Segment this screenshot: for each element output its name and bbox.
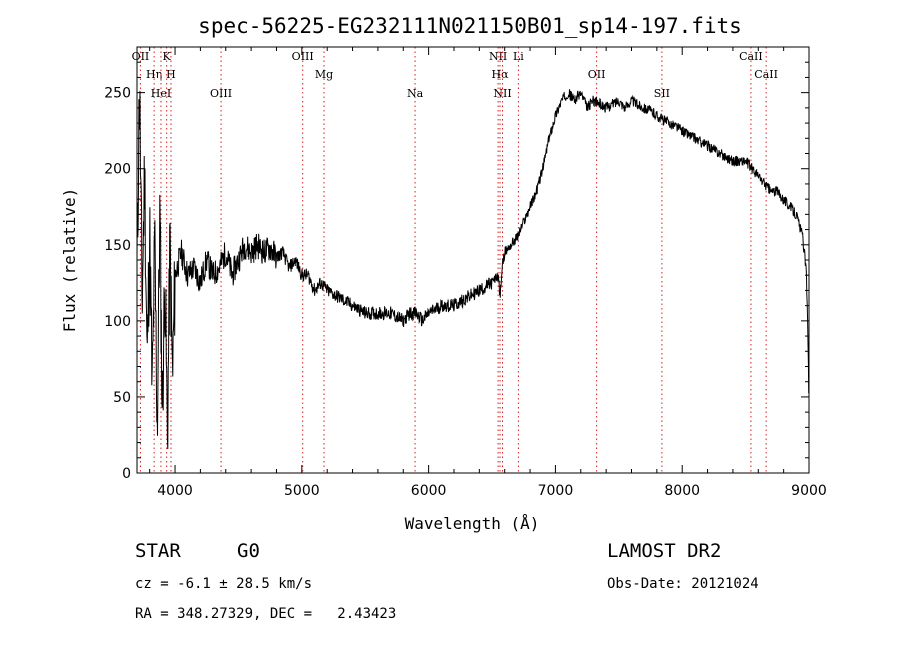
y-tick-label: 250 [104,86,131,102]
spectral-line-label: CaII [739,50,763,63]
y-tick-label: 100 [104,314,131,330]
spectral-line-label: Li [513,50,524,63]
spectral-line-label: OII [132,50,150,63]
spectral-line-label: K [163,50,172,63]
y-tick-label: 150 [104,238,131,254]
spectral-line-label: Hα [491,68,509,81]
survey-name: LAMOST DR2 [607,540,722,562]
spectral-line-label: NII [493,87,511,100]
spectral-line-label: H [166,68,176,81]
observation-date: Obs-Date: 20121024 [607,576,759,592]
spectrum-line [136,89,810,450]
spectral-line-label: Na [407,87,424,100]
x-tick-label: 6000 [411,483,447,499]
x-tick-label: 4000 [157,483,193,499]
y-tick-label: 0 [122,466,131,482]
axis-ticks: 4000 5000 6000 7000 8000 9000 0 50 100 150 200 250 [104,47,827,499]
spectral-line-label: SII [654,87,670,100]
spectral-line-label: OII [588,68,606,81]
coordinates: RA = 348.27329, DEC = 2.43423 [135,606,397,622]
spectral-line-label: Mg [315,68,333,81]
chart-title: spec-56225-EG232111N021150B01_sp14-197.f… [198,14,742,38]
x-axis-label: Wavelength (Å) [405,514,540,533]
spectral-line-label: HeI [151,87,171,100]
x-tick-label: 7000 [538,483,574,499]
spectral-line-label: CaII [754,68,778,81]
x-tick-label: 5000 [284,483,320,499]
y-axis-label: Flux (relative) [60,188,79,333]
x-tick-label: 9000 [791,483,827,499]
spectral-line-label: OIII [210,87,232,100]
x-tick-label: 8000 [664,483,700,499]
spectrum-series [136,89,810,450]
spectral-line-label: OIII [292,50,314,63]
redshift-cz: cz = -6.1 ± 28.5 km/s [135,576,313,592]
object-subclass: G0 [237,540,260,562]
y-tick-label: 50 [113,390,131,406]
spectral-line-label: NII [489,50,507,63]
object-class: STAR [135,540,181,562]
y-tick-label: 200 [104,162,131,178]
spectral-line-label: Hη [146,68,162,81]
